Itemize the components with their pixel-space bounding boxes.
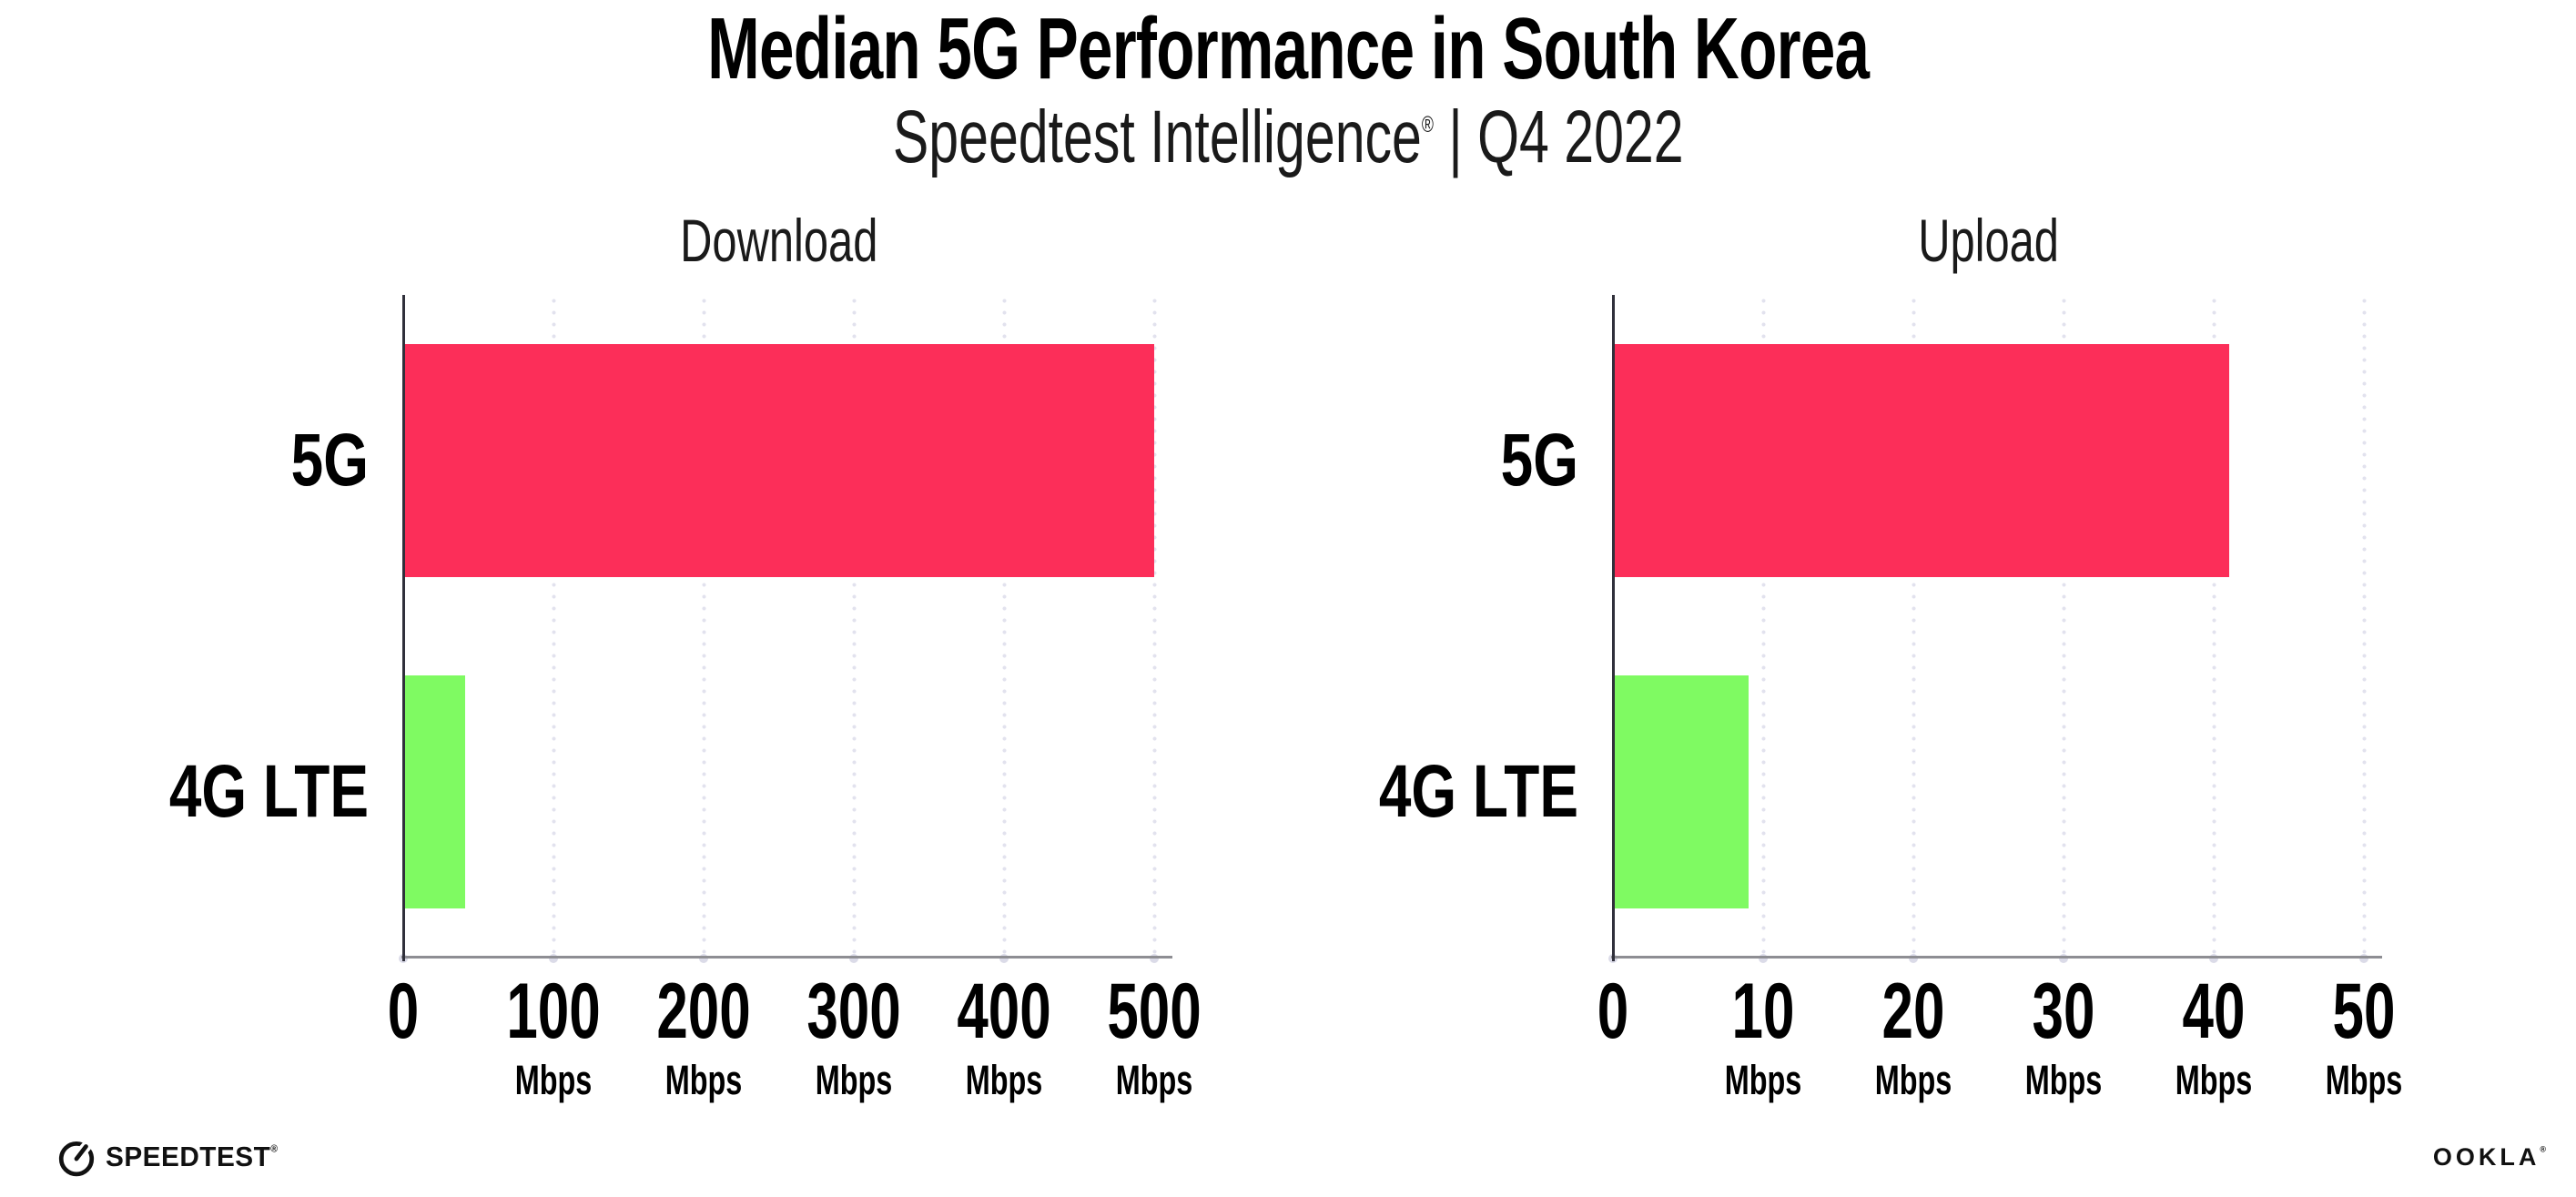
axis-tick-dot-20 — [1909, 954, 1918, 963]
download-y-axis-line — [402, 295, 405, 961]
x-tick-200: 200 Mbps — [549, 972, 858, 1101]
x-tick-label: 20 — [1881, 968, 1945, 1055]
subtitle-brand: Speedtest Intelligence — [892, 96, 1422, 178]
category-label-5g: 5G — [1500, 419, 1578, 502]
x-tick-0: 0 — [248, 972, 558, 1050]
page-subtitle: Speedtest Intelligence® | Q4 2022 — [0, 96, 2576, 178]
x-tick-label: 0 — [1597, 968, 1629, 1055]
download-category-labels: 5G 4G LTE — [169, 295, 1154, 958]
page-subtitle-text: Speedtest Intelligence® | Q4 2022 — [892, 96, 1684, 178]
download-x-tick-labels: 0 100 Mbps 200 Mbps 300 Mbps 400 Mbps 500 Mbps — [388, 295, 1202, 1101]
x-tick-40: 40 Mbps — [2059, 972, 2368, 1101]
upload-y-axis-line — [1612, 295, 1615, 961]
axis-tick-dot-200 — [699, 954, 708, 963]
download-gridlines — [403, 295, 1157, 958]
axis-tick-dot-400 — [999, 954, 1009, 963]
x-tick-20: 20 Mbps — [1759, 972, 2068, 1101]
ookla-registered-icon: ® — [2540, 1144, 2546, 1154]
speedtest-wordmark: SPEEDTEST® — [106, 1141, 279, 1173]
x-tick-10: 10 Mbps — [1608, 972, 1918, 1101]
x-tick-unit: Mbps — [514, 1057, 593, 1103]
x-tick-label: 100 — [506, 968, 601, 1055]
x-tick-label: 300 — [806, 968, 901, 1055]
x-tick-0: 0 — [1458, 972, 1768, 1050]
upload-plot-area: 0 10 Mbps 20 Mbps 30 Mbps 40 Mbps 50 Mbps 5G 4G LTE — [1379, 295, 2403, 1101]
subtitle-period: | Q4 2022 — [1433, 96, 1684, 178]
gridline-200 — [701, 295, 706, 958]
x-tick-label: 50 — [2332, 968, 2396, 1055]
x-tick-unit: Mbps — [965, 1057, 1043, 1103]
x-tick-unit: Mbps — [2175, 1057, 2253, 1103]
ookla-logo: OOKLA® — [2433, 1143, 2546, 1172]
gridline-50 — [2361, 295, 2367, 958]
x-tick-label: 200 — [656, 968, 751, 1055]
x-tick-30: 30 Mbps — [1909, 972, 2218, 1101]
x-tick-label: 30 — [2032, 968, 2095, 1055]
x-tick-unit: Mbps — [1115, 1057, 1193, 1103]
axis-tick-dot-10 — [1759, 954, 1768, 963]
upload-x-tick-labels: 0 10 Mbps 20 Mbps 30 Mbps 40 Mbps 50 Mbps — [1597, 295, 2403, 1101]
x-tick-unit: Mbps — [2325, 1057, 2403, 1103]
x-tick-unit: Mbps — [1874, 1057, 1952, 1103]
upload-category-labels: 5G 4G LTE — [1379, 295, 2364, 958]
axis-tick-dot-50 — [2359, 954, 2368, 963]
page-title: Median 5G Performance in South Korea — [0, 0, 2576, 97]
download-x-axis-line — [401, 956, 1172, 959]
x-tick-50: 50 Mbps — [2209, 972, 2519, 1101]
x-tick-400: 400 Mbps — [849, 972, 1159, 1101]
speedtest-gauge-icon — [58, 1137, 96, 1177]
axis-tick-dot-40 — [2209, 954, 2218, 963]
speedtest-logo: SPEEDTEST® — [56, 1136, 285, 1178]
x-tick-unit: Mbps — [1724, 1057, 1802, 1103]
x-tick-300: 300 Mbps — [699, 972, 1009, 1101]
upload-chart-title: Upload — [1613, 208, 2364, 274]
x-tick-100: 100 Mbps — [399, 972, 708, 1101]
upload-chart-title-text: Upload — [1918, 207, 2059, 274]
registered-trademark-icon: ® — [1421, 112, 1434, 137]
bar-4g-lte — [1613, 675, 1749, 908]
speedtest-wordmark-text: SPEEDTEST — [106, 1141, 271, 1172]
category-label-4g-lte: 4G LTE — [168, 750, 369, 833]
x-tick-unit: Mbps — [664, 1057, 743, 1103]
speedtest-registered-icon: ® — [270, 1143, 279, 1155]
bar-4g-lte — [403, 675, 465, 908]
gridline-300 — [851, 295, 857, 958]
x-tick-label: 40 — [2182, 968, 2246, 1055]
category-label-4g-lte: 4G LTE — [1378, 750, 1578, 833]
category-label-5g: 5G — [290, 419, 369, 502]
upload-chart: Upload 0 10 Mbps 20 Mbps 30 Mbps 40 Mbps 50 Mbps 5… — [1379, 208, 2403, 1101]
x-tick-500: 500 Mbps — [999, 972, 1309, 1101]
x-tick-unit: Mbps — [815, 1057, 893, 1103]
upload-x-axis-line — [1611, 956, 2382, 959]
axis-tick-dot-30 — [2059, 954, 2068, 963]
axis-tick-dot-100 — [549, 954, 558, 963]
bar-5g — [403, 344, 1154, 577]
gridline-30 — [2061, 295, 2066, 958]
bar-5g — [1613, 344, 2229, 577]
axis-tick-dot-500 — [1150, 954, 1159, 963]
gridline-100 — [551, 295, 556, 958]
upload-gridlines — [1613, 295, 2367, 958]
x-tick-label: 400 — [957, 968, 1051, 1055]
gridline-10 — [1760, 295, 1766, 958]
download-chart-title-text: Download — [679, 207, 878, 274]
x-tick-label: 10 — [1731, 968, 1795, 1055]
axis-tick-dot-300 — [849, 954, 858, 963]
download-chart: Download 0 100 Mbps 200 Mbps 300 Mbps 400 Mbps 50… — [169, 208, 1202, 1101]
download-chart-title: Download — [403, 208, 1154, 274]
x-tick-label: 0 — [387, 968, 420, 1055]
upload-bars — [1613, 295, 2364, 958]
gridline-400 — [1001, 295, 1007, 958]
gridline-500 — [1151, 295, 1157, 958]
x-tick-unit: Mbps — [2024, 1057, 2103, 1103]
x-tick-label: 500 — [1107, 968, 1202, 1055]
download-plot-area: 0 100 Mbps 200 Mbps 300 Mbps 400 Mbps 500 Mbps 5G 4… — [169, 295, 1202, 1101]
gridline-40 — [2211, 295, 2216, 958]
ookla-wordmark-text: OOKLA — [2432, 1143, 2541, 1171]
gridline-20 — [1911, 295, 1916, 958]
download-bars — [403, 295, 1154, 958]
page-title-text: Median 5G Performance in South Korea — [706, 0, 1870, 97]
